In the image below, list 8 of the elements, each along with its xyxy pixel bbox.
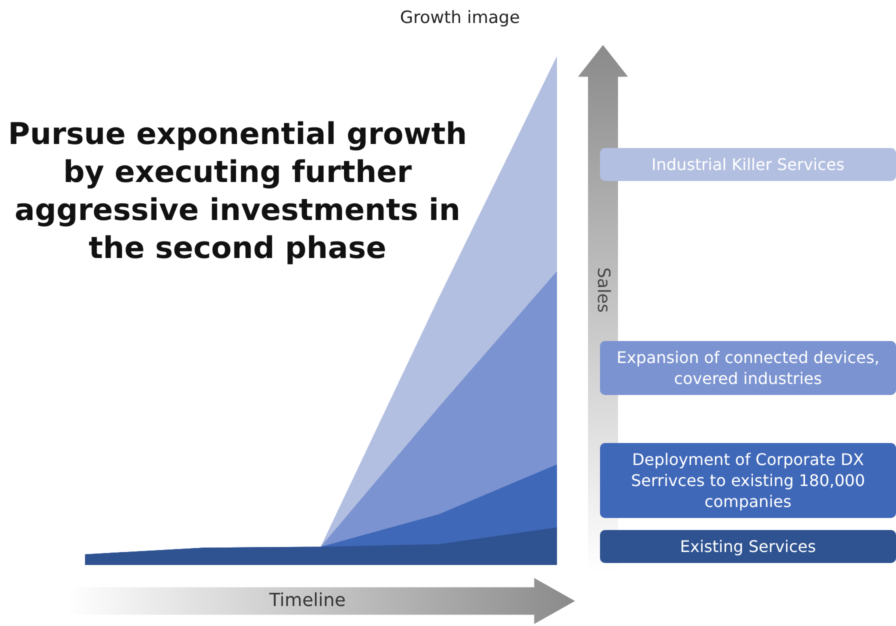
label-box: Expansion of connected devices, covered industries [600, 341, 896, 396]
label-box: Existing Services [600, 530, 896, 563]
y-axis-title: Sales [593, 267, 613, 313]
label-box: Industrial Killer Services [600, 148, 896, 181]
annotation: Pursue exponential growth by executing further aggressive investments in the second phase [7, 116, 468, 268]
x-axis-title: Timeline [268, 589, 347, 613]
label-box: Deployment of Corporate DX Serrivces to existing 180,000 companies [600, 442, 896, 518]
chart-title: Growth image [399, 8, 521, 28]
